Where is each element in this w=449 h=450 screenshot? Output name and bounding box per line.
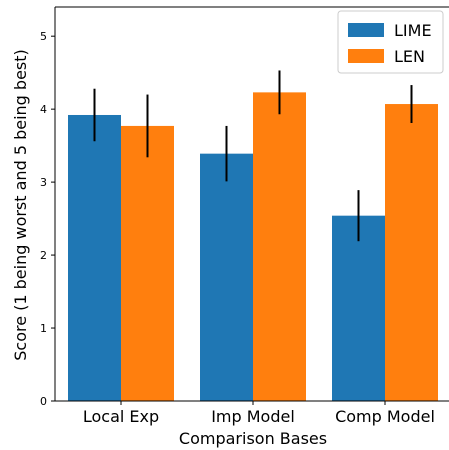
x-axis-label: Comparison Bases [179, 429, 327, 448]
x-tick-label: Local Exp [83, 407, 159, 426]
bar-len-imp-model [253, 92, 306, 401]
y-axis-label: Score (1 being worst and 5 being best) [11, 49, 30, 361]
bar-len-local-exp [121, 125, 174, 401]
x-tick-label: Imp Model [211, 407, 295, 426]
legend-swatch-lime [348, 23, 384, 37]
bar-lime-comp-model [332, 215, 385, 401]
y-tick-label: 1 [40, 322, 47, 335]
bar-lime-imp-model [200, 153, 253, 401]
bar-lime-local-exp [68, 114, 121, 402]
ticks-layer: 0 1 2 3 4 5 Local Exp Imp Model Comp Model [40, 30, 435, 426]
y-tick-label: 0 [40, 395, 47, 408]
bar-len-comp-model [385, 104, 438, 401]
x-tick-label: Comp Model [335, 407, 435, 426]
y-tick-label: 5 [40, 30, 47, 43]
legend: LIME LEN [337, 10, 444, 74]
y-tick-label: 2 [40, 249, 47, 262]
y-tick-label: 4 [40, 103, 47, 116]
y-tick-label: 3 [40, 176, 47, 189]
error-bars-layer [93, 70, 413, 242]
legend-label-lime: LIME [394, 21, 432, 40]
legend-label-len: LEN [394, 47, 425, 66]
bars-layer [68, 92, 438, 402]
legend-swatch-len [348, 49, 384, 63]
